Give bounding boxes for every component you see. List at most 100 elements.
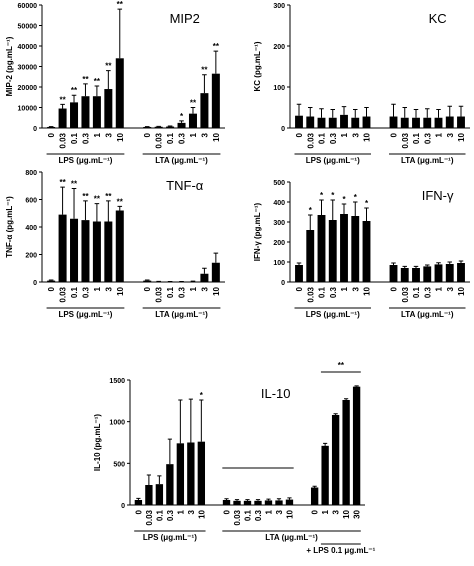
x-tick-label: 3 — [104, 132, 113, 137]
bar — [332, 415, 339, 505]
x-tick-label: 10 — [363, 132, 372, 141]
significance: ** — [117, 197, 124, 206]
x-tick-label: 0.1 — [70, 132, 79, 144]
x-tick-label: 0.3 — [254, 509, 263, 521]
bar — [223, 500, 230, 505]
bar — [81, 96, 89, 128]
bar — [275, 500, 282, 505]
error-bar — [391, 104, 396, 116]
x-tick-label: 1 — [93, 286, 102, 291]
y-tick-label: 200 — [273, 240, 285, 247]
x-tick-label: 1 — [321, 509, 330, 514]
error-bar — [106, 71, 111, 89]
error-bar — [145, 280, 150, 281]
group-label: + LPS 0.1 μg.mL⁻¹ — [306, 546, 375, 555]
x-tick-label: 3 — [200, 132, 209, 137]
x-tick-label: 3 — [351, 132, 360, 137]
y-tick-label: 0 — [121, 503, 125, 510]
x-tick-label: 10 — [457, 132, 466, 141]
x-tick-label: 0.1 — [318, 132, 327, 144]
x-tick-label: 0.3 — [166, 509, 175, 521]
x-tick-label: 1 — [93, 132, 102, 137]
y-tick-label: 20000 — [18, 85, 38, 92]
bar — [198, 442, 205, 505]
group-label: LPS (μg.mL⁻¹) — [143, 533, 197, 542]
significance: * — [342, 195, 346, 204]
bar — [329, 118, 337, 128]
x-tick-label: 0.3 — [329, 132, 338, 144]
bar — [435, 264, 443, 282]
bar — [306, 117, 314, 128]
bar — [265, 500, 272, 505]
x-tick-label: 1 — [189, 132, 198, 137]
error-bar — [436, 110, 441, 118]
error-bar — [106, 201, 111, 222]
error-bar — [72, 189, 77, 219]
y-axis-label: IFN-γ (pg.mL⁻¹) — [253, 202, 262, 261]
bar — [145, 485, 152, 505]
bar — [295, 265, 303, 282]
y-tick-label: 1000 — [109, 420, 125, 427]
significance: ** — [117, 0, 124, 9]
bar — [318, 215, 326, 282]
bar — [81, 220, 89, 282]
x-tick-label: 0 — [143, 132, 152, 137]
y-tick-label: 0 — [281, 280, 285, 287]
y-tick-label: 1500 — [109, 378, 125, 385]
error-bar — [297, 104, 302, 115]
y-axis-label: TNF-α (pg.mL⁻¹) — [5, 196, 14, 258]
group-label: LPS (μg.mL⁻¹) — [58, 310, 112, 319]
error-bar — [266, 499, 270, 500]
bar — [200, 93, 208, 128]
x-tick-label: 0.3 — [81, 286, 90, 298]
x-tick-label: 0 — [143, 286, 152, 291]
error-bar — [323, 443, 327, 446]
bar — [104, 222, 112, 283]
x-tick-label: 0 — [47, 132, 56, 137]
significance: ** — [59, 178, 66, 187]
significance: * — [354, 193, 358, 202]
x-tick-label: 3 — [200, 286, 209, 291]
x-tick-label: 0.3 — [423, 286, 432, 298]
bar — [187, 443, 194, 506]
significance: * — [365, 199, 369, 208]
group-label: LPS (μg.mL⁻¹) — [306, 310, 360, 319]
x-tick-label: 0 — [47, 286, 56, 291]
x-tick-label: 0.03 — [401, 132, 410, 148]
x-tick-label: 0 — [295, 132, 304, 137]
significance: * — [180, 112, 184, 121]
x-tick-label: 10 — [363, 286, 372, 295]
error-bar — [224, 499, 228, 500]
error-bar — [199, 400, 203, 442]
bar — [401, 118, 409, 128]
significance: ** — [82, 192, 89, 201]
y-tick-label: 30000 — [18, 65, 38, 72]
error-bar — [308, 215, 313, 230]
error-bar — [117, 206, 122, 210]
bar — [212, 263, 220, 282]
error-bar — [364, 108, 369, 117]
x-tick-label: 0.03 — [145, 509, 154, 525]
x-tick-label: 0.03 — [233, 509, 242, 525]
y-tick-label: 400 — [25, 225, 37, 232]
error-bar — [331, 200, 336, 220]
error-bar — [308, 108, 313, 117]
error-bar — [214, 51, 219, 74]
y-tick-label: 100 — [273, 260, 285, 267]
y-tick-label: 40000 — [18, 44, 38, 51]
y-tick-label: 10000 — [18, 106, 38, 113]
x-tick-label: 0.03 — [155, 286, 164, 302]
error-bar — [313, 486, 317, 487]
x-tick-label: 10 — [457, 286, 466, 295]
bar — [329, 220, 337, 282]
x-tick-label: 10 — [212, 286, 221, 295]
error-bar — [277, 499, 281, 501]
panel-title: KC — [429, 11, 447, 26]
x-tick-label: 0.03 — [306, 286, 315, 302]
y-axis-label: IL-10 (pg.mL⁻¹) — [93, 414, 102, 471]
x-tick-label: 0.1 — [155, 509, 164, 521]
x-tick-label: 10 — [342, 509, 351, 518]
x-tick-label: 0.3 — [423, 132, 432, 144]
y-tick-label: 60000 — [18, 3, 38, 10]
significance: ** — [71, 86, 78, 95]
